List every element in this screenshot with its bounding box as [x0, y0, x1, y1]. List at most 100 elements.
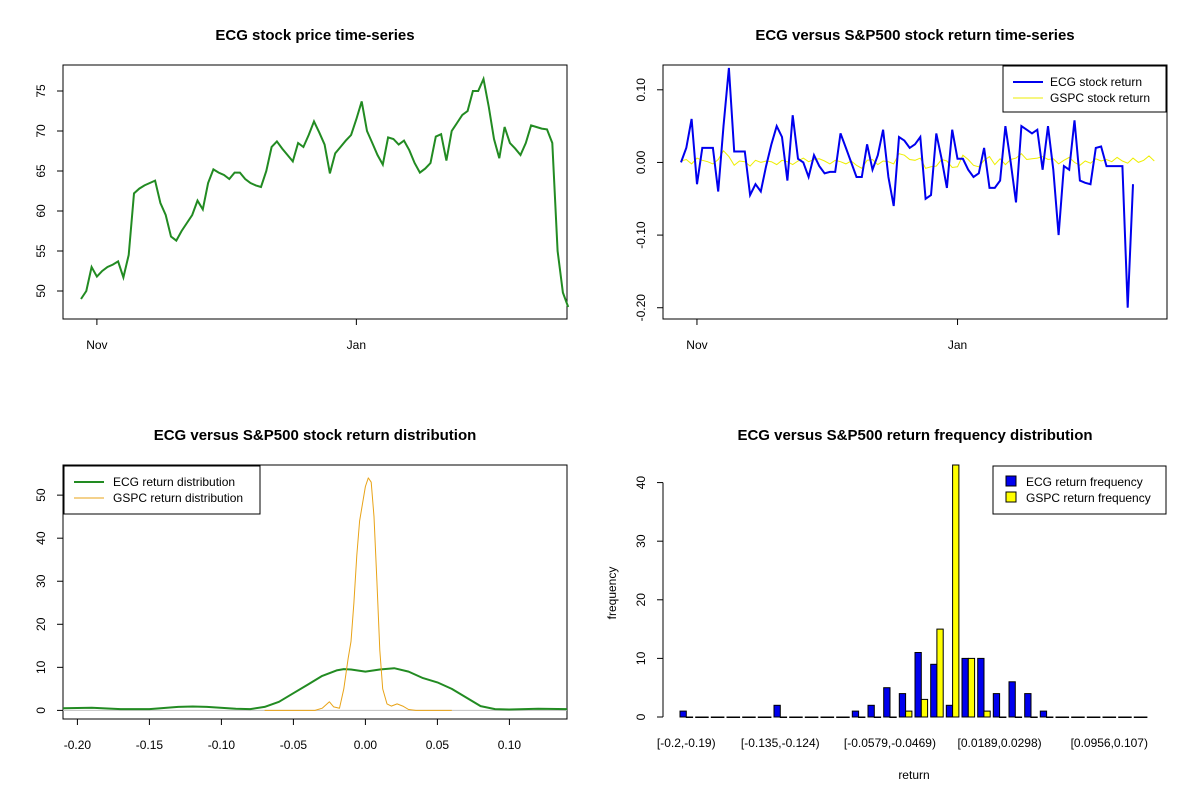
- frequency-bar-ecg: [1055, 716, 1063, 718]
- frequency-bar-gspc: [764, 716, 772, 718]
- price-chart-title: ECG stock price time-series: [215, 27, 414, 44]
- density-plot-frame: [62, 464, 568, 720]
- density-legend-label-gspc: GSPC return distribution: [113, 491, 243, 505]
- frequency-bar-ecg: [1024, 693, 1032, 718]
- frequency-bar-gspc: [842, 716, 850, 718]
- density-y-tick-label: 50: [34, 488, 48, 502]
- price-x-tick-label: Nov: [86, 338, 107, 352]
- density-x-tick-label: 0.00: [354, 738, 378, 752]
- returns-y-tick-label: 0.10: [634, 78, 648, 102]
- frequency-bar-ecg: [1071, 716, 1079, 718]
- frequency-bar-gspc: [779, 716, 788, 718]
- frequency-bar-gspc: [920, 698, 929, 718]
- frequency-bar-ecg: [742, 716, 750, 718]
- frequency-bar-gspc: [1061, 716, 1070, 718]
- frequency-bar-gspc: [1093, 716, 1101, 718]
- frequency-bar-ecg: [851, 710, 860, 718]
- frequency-bar-gspc: [905, 710, 913, 718]
- frequency-bar-gspc: [826, 716, 835, 718]
- frequency-bar-ecg: [773, 704, 781, 718]
- density-x-tick-label: -0.20: [64, 738, 92, 752]
- density-x-tick-label: -0.10: [208, 738, 236, 752]
- frequency-bar-gspc: [999, 716, 1007, 718]
- frequency-y-tick-label: 0: [634, 713, 648, 720]
- frequency-bar-gspc: [967, 657, 976, 718]
- returns-axes: 0.10 0.00 -0.10 -0.20 Nov Jan: [634, 78, 967, 352]
- density-chart: ECG versus S&P500 stock return distribut…: [34, 427, 568, 752]
- returns-legend-box: [1002, 65, 1167, 113]
- frequency-legend-box: [992, 465, 1167, 515]
- frequency-bar-gspc: [1046, 716, 1054, 718]
- frequency-bar-ecg: [977, 657, 985, 718]
- density-y-tick-label: 0: [34, 707, 48, 714]
- frequency-bar-gspc: [795, 716, 803, 718]
- density-legend-label-ecg: ECG return distribution: [113, 475, 235, 489]
- frequency-bar-ecg: [726, 716, 734, 718]
- frequency-bar-ecg: [1039, 710, 1048, 718]
- price-series: [80, 75, 570, 308]
- returns-series: [680, 67, 1155, 308]
- frequency-bar-gspc: [685, 716, 694, 718]
- frequency-y-tick-label: 20: [634, 593, 648, 607]
- frequency-bar-ecg: [836, 716, 844, 718]
- frequency-bar-ecg: [898, 693, 907, 718]
- frequency-y-tick-label: 30: [634, 534, 648, 548]
- density-x-tick-label: 0.05: [426, 738, 450, 752]
- price-series-line: [80, 75, 570, 308]
- returns-legend-label-gspc: GSPC stock return: [1050, 91, 1150, 105]
- frequency-legend-swatch-ecg: [1005, 475, 1017, 487]
- frequency-bar-gspc: [748, 716, 756, 718]
- price-y-tick-label: 70: [34, 124, 48, 138]
- frequency-bar-gspc: [701, 716, 709, 718]
- frequency-bar-ecg: [914, 652, 922, 718]
- frequency-bar-ecg: [1086, 716, 1095, 718]
- density-y-tick-label: 10: [34, 660, 48, 674]
- frequency-bar-gspc: [717, 716, 725, 718]
- frequency-ylabel: frequency: [605, 567, 619, 620]
- frequency-bar-ecg: [930, 663, 938, 718]
- density-legend: ECG return distribution GSPC return dist…: [63, 465, 261, 515]
- frequency-x-tick-label: [0.0956,0.107): [1071, 736, 1148, 750]
- price-y-tick-label: 65: [34, 164, 48, 178]
- frequency-bar-gspc: [1030, 716, 1038, 718]
- price-x-tick-label: Jan: [347, 338, 366, 352]
- frequency-bars: [679, 464, 1148, 718]
- frequency-bar-gspc: [1140, 716, 1148, 718]
- frequency-bar-gspc: [1077, 716, 1085, 718]
- frequency-bar-ecg: [710, 716, 719, 718]
- returns-ecg-line: [680, 67, 1134, 308]
- density-legend-box: [63, 465, 261, 515]
- density-series: [62, 477, 568, 711]
- frequency-bar-ecg: [961, 657, 969, 718]
- frequency-legend-swatch-gspc: [1005, 491, 1017, 503]
- frequency-bar-ecg: [820, 716, 828, 718]
- returns-x-tick-label: Nov: [686, 338, 707, 352]
- frequency-x-tick-label: [-0.2,-0.19): [657, 736, 716, 750]
- frequency-x-tick-label: [-0.135,-0.124): [741, 736, 820, 750]
- frequency-y-tick-label: 40: [634, 476, 648, 490]
- density-x-tick-label: -0.05: [280, 738, 308, 752]
- frequency-bar-ecg: [1102, 716, 1110, 718]
- density-axes: 0 10 20 30 40 50 -0.20 -0.15 -0.10 -0.05 0.00 0.05 0…: [34, 488, 567, 752]
- frequency-x-tick-label: [0.0189,0.0298): [958, 736, 1042, 750]
- frequency-bar-ecg: [1008, 681, 1016, 718]
- density-chart-title: ECG versus S&P500 stock return distribut…: [154, 427, 477, 444]
- frequency-bar-ecg: [804, 716, 813, 718]
- density-y-tick-label: 40: [34, 531, 48, 545]
- density-y-tick-label: 30: [34, 574, 48, 588]
- frequency-bar-ecg: [1118, 716, 1126, 718]
- frequency-chart-title: ECG versus S&P500 return frequency distr…: [737, 427, 1092, 444]
- frequency-bar-gspc: [889, 716, 897, 718]
- frequency-bar-gspc: [983, 710, 991, 718]
- frequency-bar-gspc: [732, 716, 741, 718]
- frequency-bar-gspc: [952, 464, 960, 718]
- density-gspc-line: [264, 477, 452, 711]
- frequency-bar-ecg: [945, 704, 954, 718]
- price-y-tick-label: 55: [34, 244, 48, 258]
- frequency-bar-ecg: [695, 716, 703, 718]
- returns-legend-label-ecg: ECG stock return: [1050, 75, 1142, 89]
- frequency-chart: ECG versus S&P500 return frequency distr…: [605, 427, 1167, 782]
- frequency-bar-ecg: [1133, 716, 1142, 718]
- price-y-tick-label: 60: [34, 204, 48, 218]
- returns-chart: ECG versus S&P500 stock return time-seri…: [634, 27, 1168, 352]
